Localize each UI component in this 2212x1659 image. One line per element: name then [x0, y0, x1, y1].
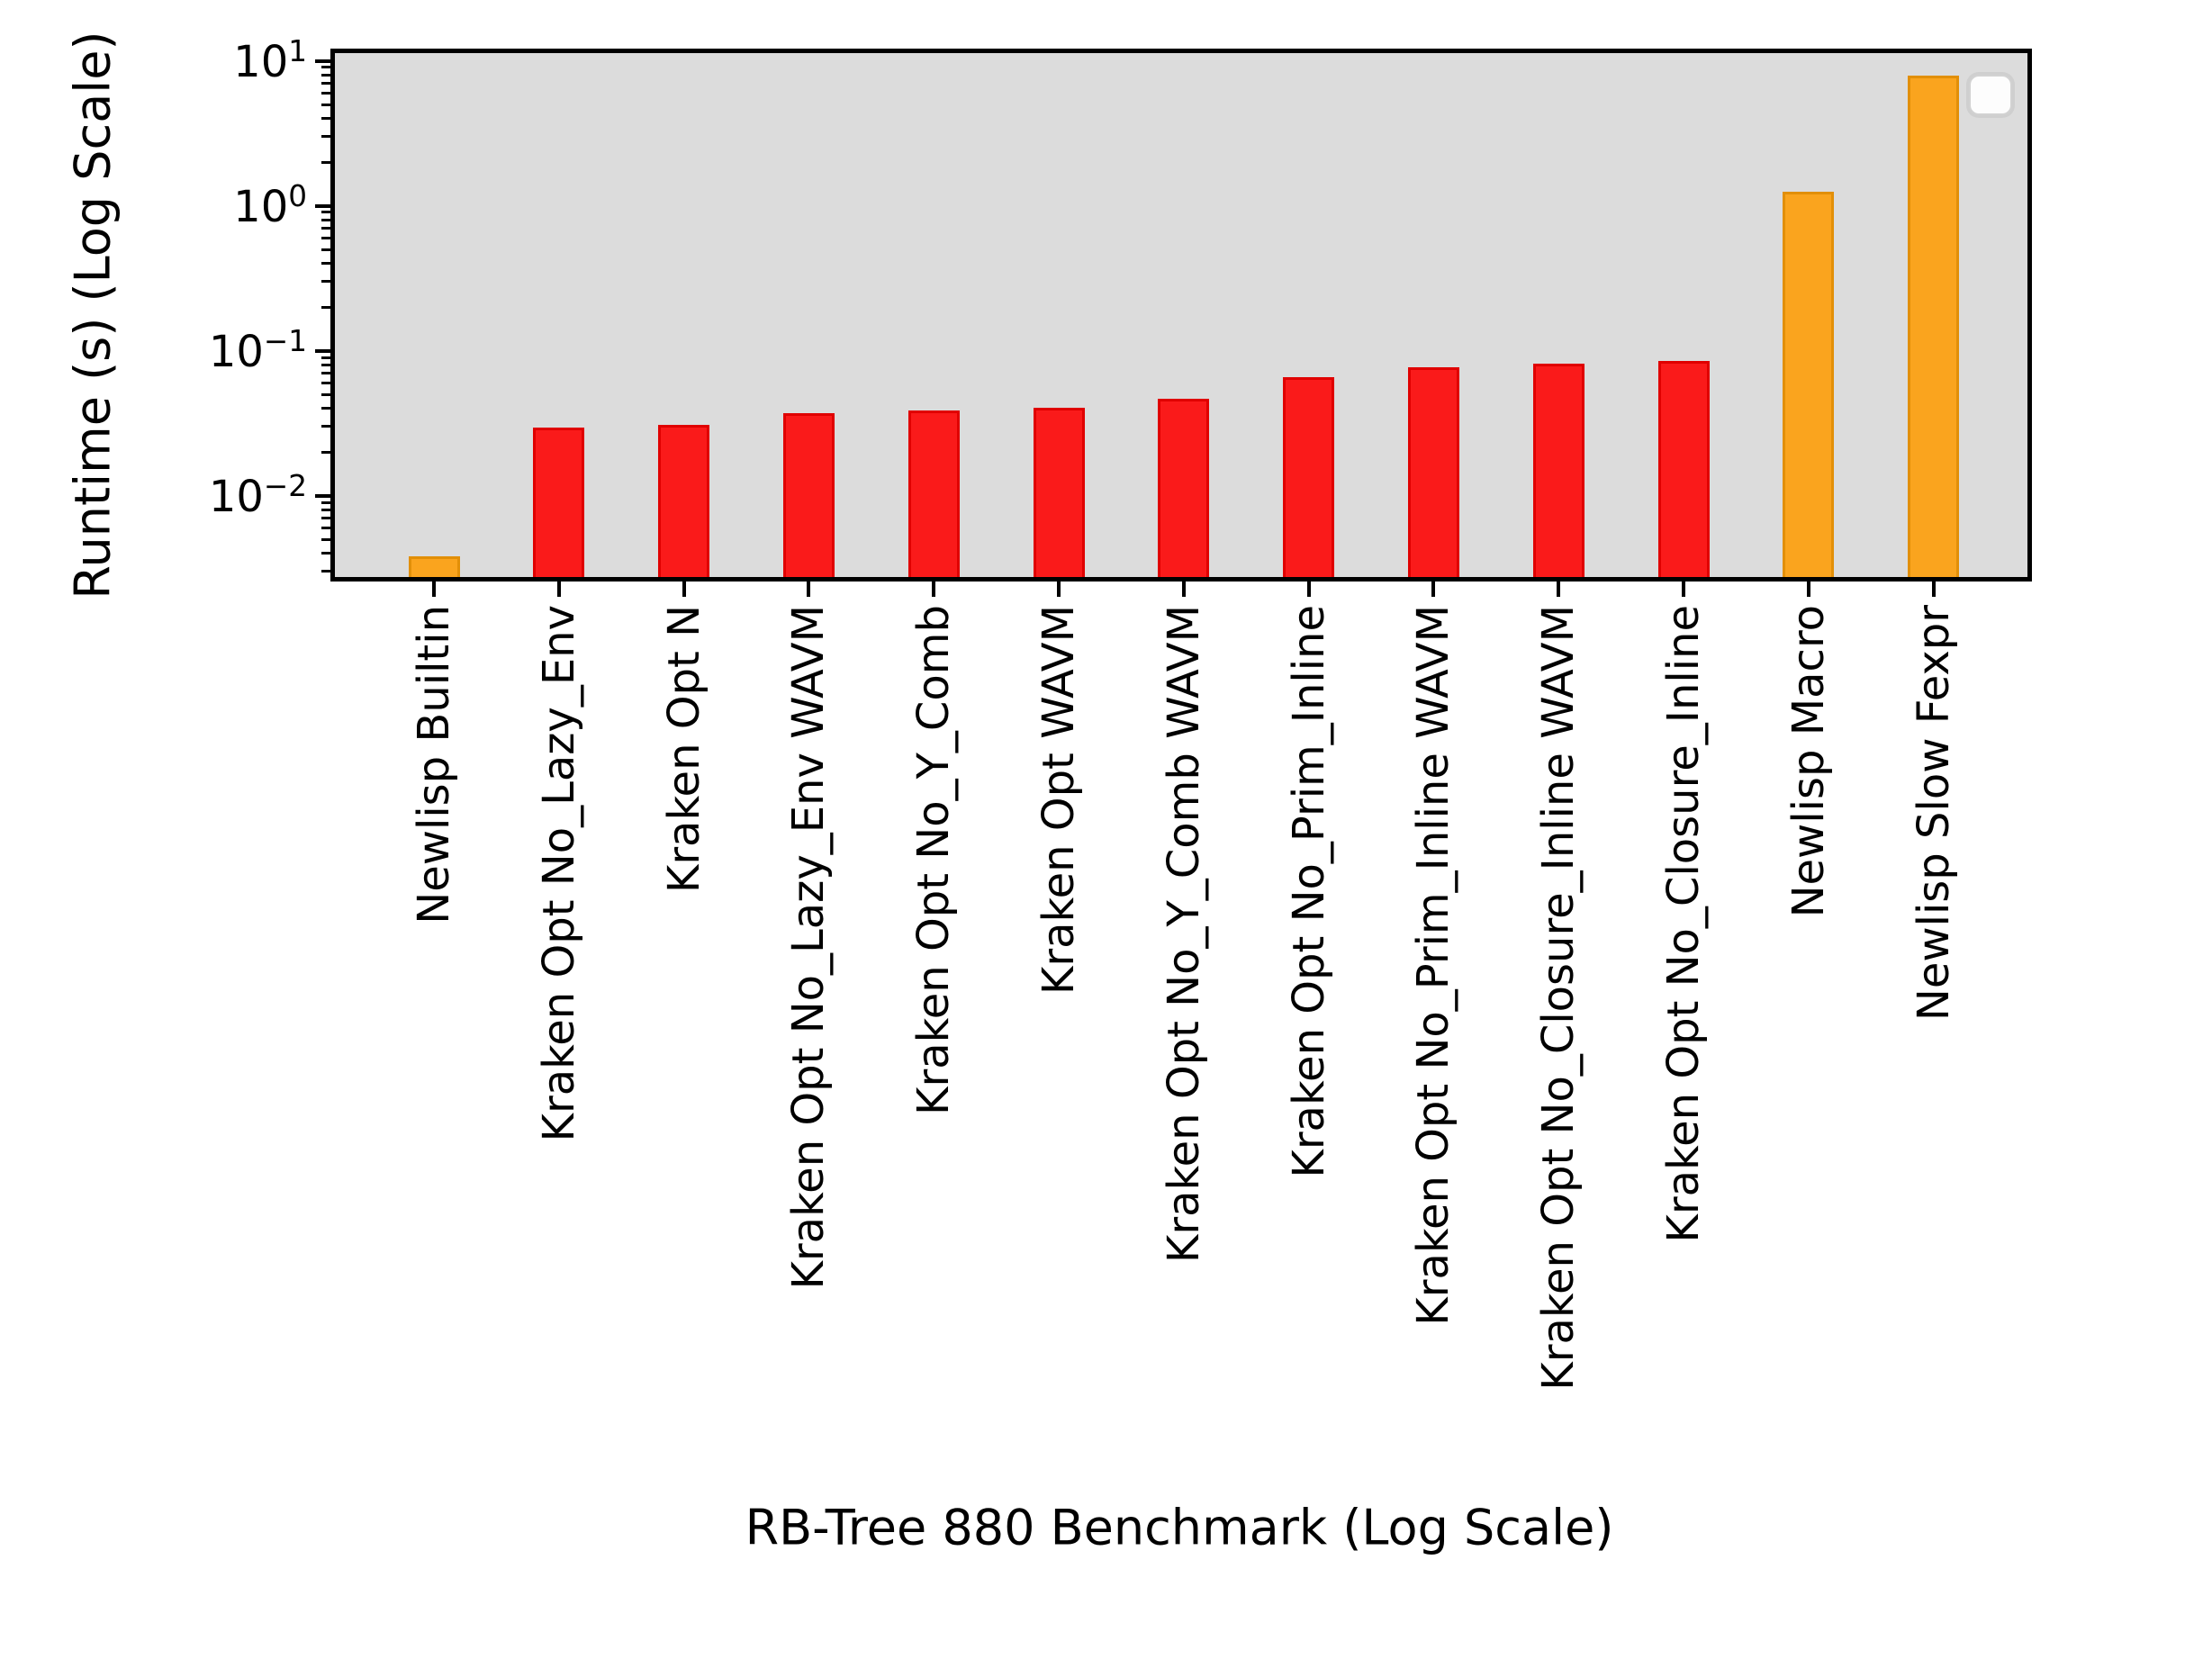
- x-tick-11: [1682, 582, 1685, 597]
- x-category-label-11: Kraken Opt No_Closure_Inline: [1658, 605, 1709, 1243]
- y-tick-label-1e0: 100: [233, 178, 307, 232]
- x-tick-13: [1931, 582, 1936, 597]
- y-major-tick-1e-2: [315, 493, 331, 498]
- x-tick-8: [1306, 582, 1311, 597]
- x-category-label-2: Kraken Opt No_Lazy_Env: [533, 605, 584, 1142]
- y-axis-label: Runtime (s) (Log Scale): [64, 31, 122, 600]
- x-tick-2: [556, 582, 561, 597]
- x-tick-4: [807, 582, 811, 597]
- y-major-tick-1e1: [315, 59, 331, 63]
- y-major-tick-1e-1: [315, 348, 331, 353]
- x-category-label-12: Newlisp Macro: [1783, 605, 1834, 918]
- x-category-label-5: Kraken Opt No_Y_Comb: [908, 605, 960, 1115]
- plot-area: [330, 49, 2032, 582]
- x-tick-7: [1181, 582, 1186, 597]
- legend-box: [1969, 75, 2012, 115]
- x-tick-9: [1431, 582, 1436, 597]
- x-category-label-4: Kraken Opt No_Lazy_Env WAVM: [783, 605, 835, 1290]
- x-category-label-13: Newlisp Slow Fexpr: [1908, 605, 1959, 1022]
- x-tick-10: [1557, 582, 1561, 597]
- y-tick-label-1e-1: 10−1: [208, 323, 307, 377]
- x-tick-6: [1057, 582, 1061, 597]
- x-category-label-6: Kraken Opt WAVM: [1034, 605, 1084, 996]
- x-category-label-7: Kraken Opt No_Y_Comb WAVM: [1158, 605, 1209, 1264]
- x-category-label-9: Kraken Opt No_Prim_Inline WAVM: [1408, 605, 1459, 1326]
- x-category-label-1: Newlisp Builtin: [409, 605, 459, 924]
- y-tick-label-1e1: 101: [233, 33, 307, 87]
- x-category-label-8: Kraken Opt No_Prim_Inline: [1283, 605, 1334, 1178]
- x-tick-12: [1806, 582, 1810, 597]
- x-category-label-10: Kraken Opt No_Closure_Inline WAVM: [1533, 605, 1585, 1391]
- y-tick-label-1e-2: 10−2: [208, 468, 307, 522]
- x-tick-1: [432, 582, 436, 597]
- x-tick-5: [932, 582, 936, 597]
- x-tick-3: [682, 582, 686, 597]
- x-category-label-3: Kraken Opt N: [658, 605, 709, 894]
- y-major-tick-1e0: [315, 203, 331, 208]
- x-axis-label: RB-Tree 880 Benchmark (Log Scale): [745, 1499, 1614, 1556]
